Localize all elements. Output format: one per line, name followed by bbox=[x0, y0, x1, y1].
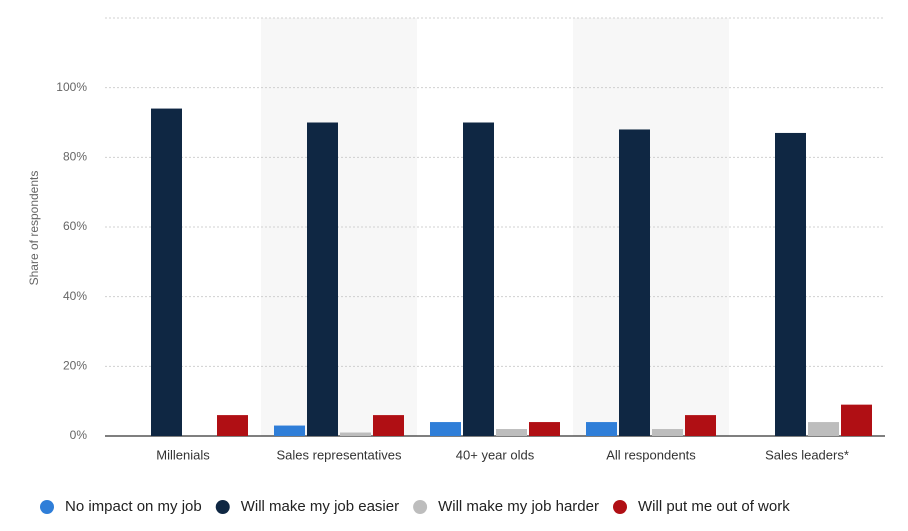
bar bbox=[463, 122, 494, 436]
legend-marker bbox=[215, 500, 230, 514]
legend-label: No impact on my job bbox=[65, 498, 202, 515]
legend-label: Will make my job harder bbox=[438, 498, 599, 515]
x-tick-label: Sales representatives bbox=[276, 447, 402, 462]
bar bbox=[529, 422, 560, 436]
bar bbox=[841, 404, 872, 436]
x-tick-label: All respondents bbox=[606, 447, 696, 462]
y-axis-title: Share of respondents bbox=[27, 171, 41, 286]
x-tick-label: Sales leaders* bbox=[765, 447, 849, 462]
bar bbox=[373, 415, 404, 436]
legend-item: Will make my job harder bbox=[413, 498, 599, 515]
bar bbox=[619, 129, 650, 436]
legend-marker bbox=[413, 500, 428, 514]
legend-item: Will make my job easier bbox=[215, 498, 399, 515]
bar bbox=[307, 122, 338, 436]
bar bbox=[808, 422, 839, 436]
bar bbox=[430, 422, 461, 436]
legend-item: No impact on my job bbox=[40, 498, 202, 515]
y-tick-label: 0% bbox=[70, 428, 88, 442]
legend-label: Will put me out of work bbox=[638, 498, 790, 515]
bar bbox=[274, 425, 305, 436]
y-tick-label: 20% bbox=[63, 359, 87, 373]
y-tick-label: 40% bbox=[63, 289, 87, 303]
bar bbox=[496, 429, 527, 436]
x-tick-label: Millenials bbox=[156, 447, 210, 462]
x-tick-label: 40+ year olds bbox=[456, 447, 535, 462]
y-tick-label: 60% bbox=[63, 219, 87, 233]
bar bbox=[217, 415, 248, 436]
legend-item: Will put me out of work bbox=[613, 498, 790, 515]
bar bbox=[652, 429, 683, 436]
bar bbox=[685, 415, 716, 436]
y-tick-label: 100% bbox=[56, 80, 87, 94]
legend-marker bbox=[40, 500, 54, 514]
legend-marker bbox=[613, 500, 627, 514]
legend-label: Will make my job easier bbox=[241, 498, 399, 515]
y-tick-label: 80% bbox=[63, 150, 87, 164]
bar bbox=[775, 132, 806, 436]
bar bbox=[586, 422, 617, 436]
bar bbox=[340, 432, 371, 436]
bar bbox=[151, 108, 182, 437]
